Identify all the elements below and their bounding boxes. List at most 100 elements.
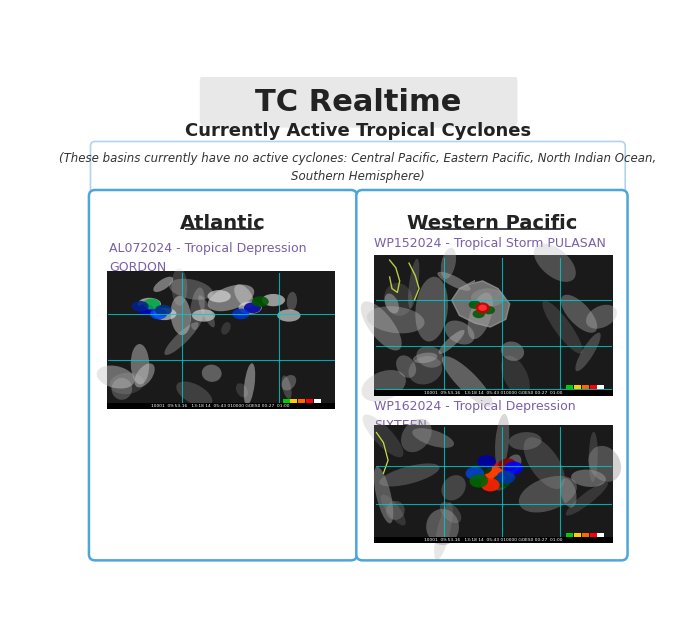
Ellipse shape <box>192 309 215 322</box>
Ellipse shape <box>134 364 154 387</box>
Ellipse shape <box>190 287 205 330</box>
Ellipse shape <box>408 259 419 308</box>
Text: 10001  09:53-16   13:18 14  05:43 010000 GOES0 00:27  01:00: 10001 09:53-16 13:18 14 05:43 010000 GOE… <box>424 538 563 542</box>
Ellipse shape <box>143 298 160 309</box>
Ellipse shape <box>498 458 517 472</box>
Ellipse shape <box>131 301 149 312</box>
Ellipse shape <box>380 463 440 486</box>
Ellipse shape <box>439 330 465 354</box>
Ellipse shape <box>96 365 135 388</box>
Ellipse shape <box>571 470 606 487</box>
Ellipse shape <box>440 502 461 523</box>
Text: Currently Active Tropical Cyclones: Currently Active Tropical Cyclones <box>185 122 531 140</box>
Ellipse shape <box>384 294 399 314</box>
Ellipse shape <box>565 482 608 516</box>
Ellipse shape <box>442 356 493 407</box>
Ellipse shape <box>468 292 493 339</box>
Ellipse shape <box>384 283 412 316</box>
Bar <box>374 390 613 396</box>
Ellipse shape <box>466 467 484 480</box>
Ellipse shape <box>493 474 511 488</box>
Ellipse shape <box>131 344 149 385</box>
Ellipse shape <box>442 475 466 500</box>
Ellipse shape <box>236 383 248 397</box>
Ellipse shape <box>426 509 459 545</box>
Bar <box>598 532 605 537</box>
Ellipse shape <box>287 292 297 311</box>
Ellipse shape <box>542 301 583 354</box>
Ellipse shape <box>234 284 254 308</box>
Ellipse shape <box>110 372 144 394</box>
Ellipse shape <box>232 308 250 319</box>
Ellipse shape <box>150 308 167 319</box>
Bar <box>107 271 336 406</box>
Ellipse shape <box>438 272 470 291</box>
Ellipse shape <box>471 288 505 307</box>
Ellipse shape <box>481 478 500 492</box>
Ellipse shape <box>489 463 507 476</box>
Ellipse shape <box>496 470 515 484</box>
Polygon shape <box>452 281 510 327</box>
Ellipse shape <box>415 276 448 342</box>
Ellipse shape <box>493 464 514 491</box>
Ellipse shape <box>501 356 530 397</box>
Ellipse shape <box>199 295 215 327</box>
Bar <box>598 385 605 389</box>
Ellipse shape <box>485 467 503 480</box>
Text: WP162024 - Tropical Depression
SIXTEEN: WP162024 - Tropical Depression SIXTEEN <box>374 400 576 432</box>
Ellipse shape <box>137 304 154 315</box>
Ellipse shape <box>501 342 524 361</box>
Ellipse shape <box>208 285 254 311</box>
Ellipse shape <box>473 461 492 474</box>
Bar <box>566 385 573 389</box>
Ellipse shape <box>374 467 394 524</box>
Ellipse shape <box>408 356 442 385</box>
Ellipse shape <box>282 376 291 399</box>
Ellipse shape <box>482 306 495 314</box>
Text: TC Realtime: TC Realtime <box>254 88 461 118</box>
Bar <box>589 532 596 537</box>
Ellipse shape <box>386 501 405 520</box>
Ellipse shape <box>477 455 496 468</box>
Ellipse shape <box>524 437 565 489</box>
Ellipse shape <box>412 428 454 448</box>
Ellipse shape <box>154 305 172 316</box>
Bar <box>582 532 589 537</box>
Ellipse shape <box>138 298 161 310</box>
Bar <box>574 532 581 537</box>
Ellipse shape <box>475 303 489 313</box>
Bar <box>282 399 289 403</box>
FancyBboxPatch shape <box>356 190 628 561</box>
Ellipse shape <box>417 346 443 368</box>
Ellipse shape <box>575 333 600 371</box>
Ellipse shape <box>112 378 132 400</box>
Text: Western Pacific: Western Pacific <box>407 214 577 232</box>
FancyBboxPatch shape <box>90 141 625 193</box>
Ellipse shape <box>171 268 187 306</box>
Text: AL072024 - Tropical Depression
GORDON: AL072024 - Tropical Depression GORDON <box>109 243 307 275</box>
Ellipse shape <box>473 310 485 318</box>
Bar <box>374 255 613 392</box>
Ellipse shape <box>244 303 261 313</box>
Ellipse shape <box>153 276 173 292</box>
Ellipse shape <box>401 419 432 452</box>
Bar <box>290 399 297 403</box>
Ellipse shape <box>519 476 577 513</box>
Ellipse shape <box>153 308 177 320</box>
Ellipse shape <box>480 470 498 484</box>
Ellipse shape <box>361 301 402 351</box>
Bar <box>374 537 613 543</box>
Ellipse shape <box>445 321 475 344</box>
Ellipse shape <box>282 375 296 390</box>
Ellipse shape <box>470 474 488 488</box>
Bar <box>107 403 336 410</box>
Bar <box>306 399 313 403</box>
Text: WP152024 - Tropical Storm PULASAN: WP152024 - Tropical Storm PULASAN <box>374 237 606 250</box>
Bar <box>298 399 305 403</box>
Text: 10001  09:53-16   13:18 14  05:43 010000 GOES0 00:27  01:00: 10001 09:53-16 13:18 14 05:43 010000 GOE… <box>424 391 563 396</box>
Ellipse shape <box>244 364 255 405</box>
Bar <box>582 385 589 389</box>
Ellipse shape <box>252 296 268 307</box>
Ellipse shape <box>560 478 577 508</box>
FancyBboxPatch shape <box>200 74 517 127</box>
